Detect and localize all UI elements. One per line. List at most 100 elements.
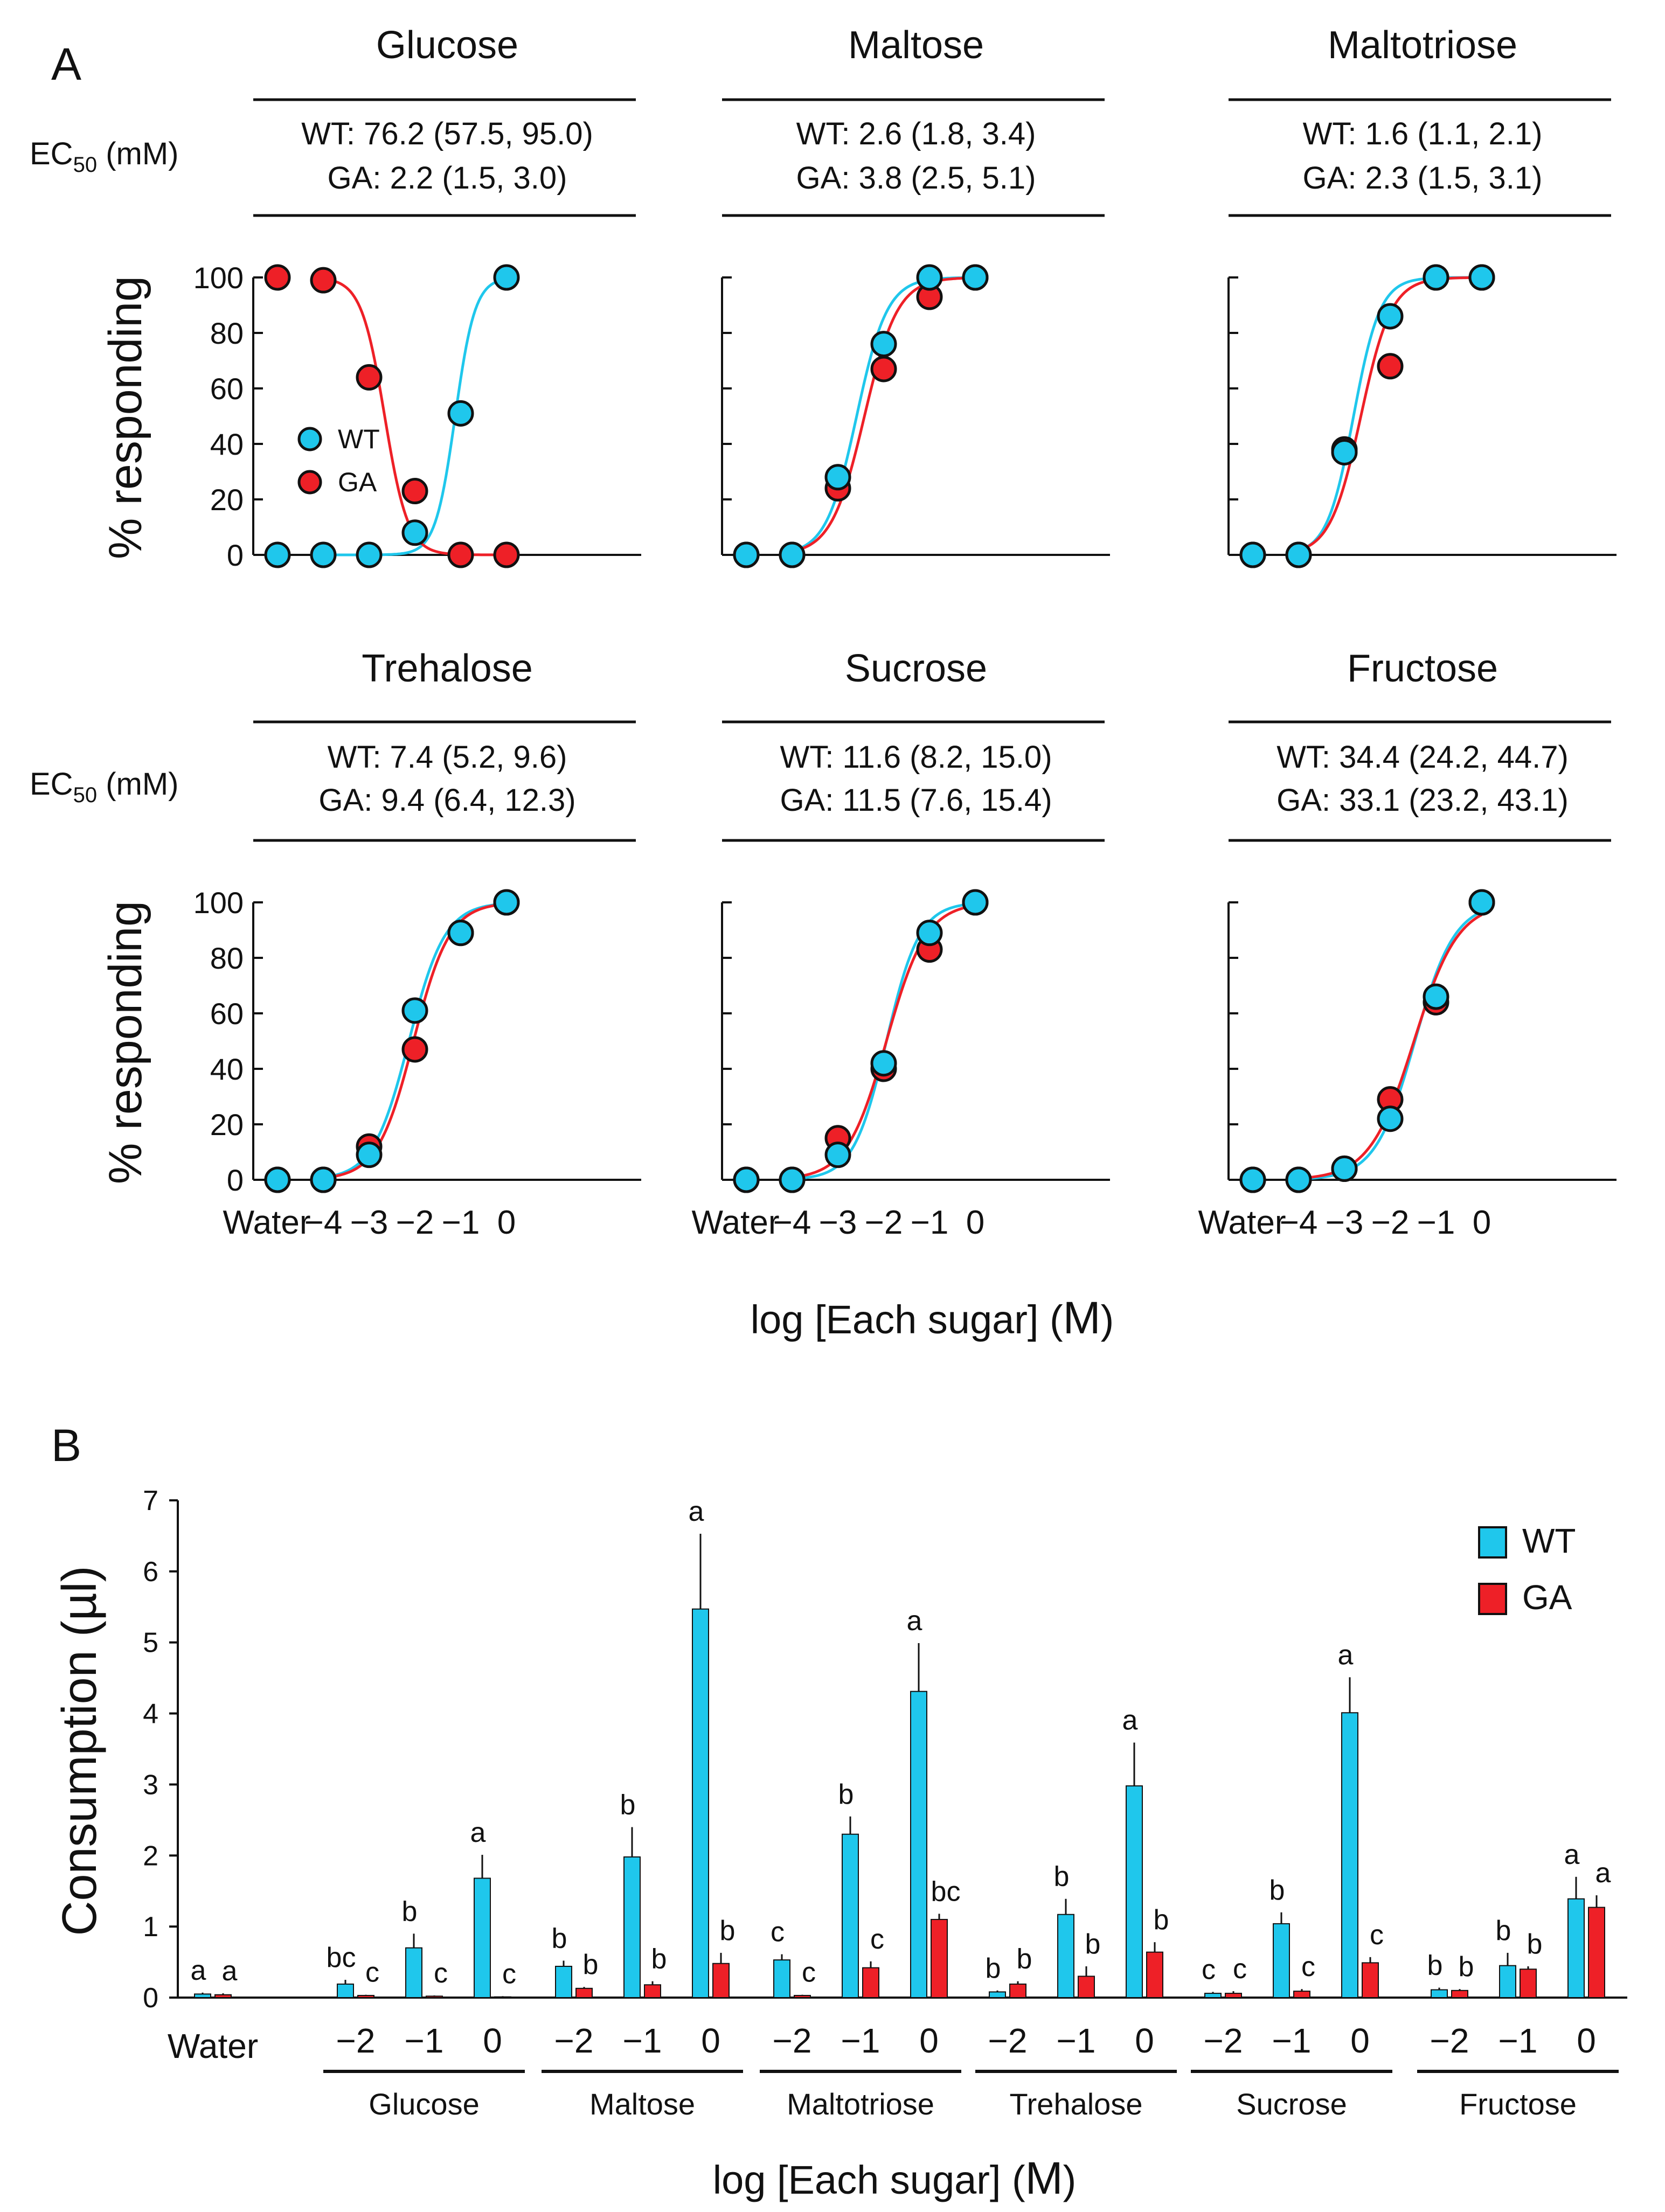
- legend-wt-swatch: [1478, 1526, 1507, 1559]
- y-tick-label: 7: [143, 1485, 158, 1517]
- dose-plot-glucose: Glucose WT: 76.2 (57.5, 95.0) GA: 2.2 (1.5…: [193, 24, 641, 572]
- y-tick-label: 40: [210, 1052, 244, 1086]
- x-label-close: ): [1063, 2158, 1077, 2202]
- x-tick-label: Water: [223, 1204, 310, 1241]
- wt-bar: [910, 1691, 927, 1999]
- wt-bar: [989, 1991, 1006, 1998]
- panel-b-consumption: Consumption (µl) log [Each sugar] (M) 0 1…: [53, 1485, 1627, 2203]
- wt-sig-letter: b: [1269, 1875, 1285, 1906]
- x-tick-label: 0: [966, 1204, 984, 1241]
- wt-point: [264, 541, 291, 568]
- dose-tick-label: 0: [919, 2021, 939, 2060]
- wt-bar: [1273, 1923, 1290, 1999]
- dose-tick-label: −2: [1430, 2021, 1469, 2060]
- plot-title: Trehalose: [362, 647, 533, 690]
- dose-tick-label: 0: [483, 2021, 502, 2060]
- ga-sig-letter: c: [1370, 1919, 1384, 1951]
- ga-bar: [931, 1918, 948, 1998]
- ga-sig-letter: bc: [931, 1876, 961, 1907]
- ga-sig-letter: b: [651, 1944, 667, 1975]
- y-tick-label: 0: [227, 1163, 244, 1197]
- dose-tick-label: −2: [336, 2021, 376, 2060]
- x-tick-label: −1: [1417, 1204, 1455, 1241]
- wt-bar: [1567, 1898, 1585, 1998]
- wt-point: [310, 1166, 337, 1193]
- wt-sig-letter: b: [620, 1790, 636, 1821]
- x-tick-label: Water: [691, 1204, 779, 1241]
- y-tick-label: 6: [143, 1556, 158, 1588]
- wt-point: [1423, 983, 1449, 1010]
- wt-sig-letter: c: [771, 1917, 785, 1948]
- ga-sig-letter: a: [222, 1956, 238, 1987]
- wt-point: [733, 541, 760, 568]
- wt-point: [1239, 541, 1266, 568]
- y-tick-label: 1: [143, 1911, 158, 1943]
- x-tick-label: −4: [304, 1204, 343, 1241]
- wt-sig-letter: bc: [327, 1942, 356, 1973]
- wt-bar: [194, 1993, 211, 1999]
- ec50-ga-value: GA: 11.5 (7.6, 15.4): [780, 783, 1052, 818]
- wt-bar: [623, 1856, 641, 1998]
- wt-sig-letter: a: [1122, 1705, 1138, 1736]
- ga-bar: [494, 1996, 511, 1998]
- wt-point: [824, 1142, 851, 1168]
- wt-bar: [474, 1877, 491, 1998]
- ga-point: [401, 1036, 428, 1063]
- group-label: Maltotriose: [787, 2087, 934, 2121]
- y-tick-label: 100: [193, 886, 244, 920]
- y-tick-label: 20: [210, 483, 244, 517]
- panel-a-x-axis-label: log [Each sugar] (M): [751, 1292, 1114, 1343]
- ga-bar: [357, 1995, 374, 1998]
- dose-tick-label: −1: [405, 2021, 444, 2060]
- x-tick-label: −3: [1326, 1204, 1364, 1241]
- bar-group-water: a a Water: [168, 1955, 258, 2065]
- ga-fit-curve: [323, 277, 507, 557]
- ga-sig-letter: c: [1301, 1951, 1315, 1983]
- legend-ga-swatch: [1478, 1583, 1507, 1615]
- wt-point: [1377, 303, 1404, 330]
- dose-tick-label: −2: [988, 2021, 1028, 2060]
- ga-point: [356, 364, 383, 391]
- ec50-ga-value: GA: 9.4 (6.4, 12.3): [318, 783, 575, 818]
- ec50-sub: 50: [73, 783, 98, 807]
- wt-point: [1468, 264, 1495, 291]
- wt-point: [779, 1166, 806, 1193]
- ec50-sub: 50: [73, 153, 98, 177]
- ga-sig-letter: b: [1459, 1951, 1474, 1983]
- wt-bar: [1204, 1993, 1222, 1999]
- wt-sig-letter: a: [1338, 1639, 1354, 1671]
- plot-title: Fructose: [1347, 647, 1498, 690]
- x-tick-label: −1: [911, 1204, 949, 1241]
- panel-b-label: B: [51, 1420, 81, 1471]
- ga-sig-letter: c: [870, 1924, 884, 1955]
- dose-tick-label: −1: [623, 2021, 662, 2060]
- wt-point: [356, 1142, 383, 1168]
- ga-point: [870, 356, 897, 382]
- legend-wt-marker: [297, 427, 322, 451]
- ec50-ga-value: GA: 3.8 (2.5, 5.1): [796, 161, 1036, 196]
- wt-sig-letter: b: [552, 1923, 567, 1954]
- wt-bar: [1126, 1785, 1143, 1998]
- wt-sig-letter: a: [1564, 1839, 1580, 1870]
- dose-plot-maltose: Maltose WT: 2.6 (1.8, 3.4) GA: 3.8 (2.5, 5…: [721, 24, 1110, 568]
- ga-sig-letter: c: [1233, 1953, 1247, 1985]
- ga-bar: [862, 1967, 879, 1999]
- dose-tick-label: −1: [1272, 2021, 1312, 2060]
- wt-sig-letter: b: [1496, 1915, 1511, 1946]
- x-tick-label: −4: [773, 1204, 811, 1241]
- ga-sig-letter: c: [802, 1957, 816, 1988]
- dose-plot-trehalose: Trehalose WT: 7.4 (5.2, 9.6) GA: 9.4 (6.4,…: [193, 647, 641, 1241]
- ga-bar: [575, 1987, 593, 1999]
- y-tick-label: 0: [227, 538, 244, 572]
- y-tick-label: 40: [210, 427, 244, 461]
- y-tick-label: 80: [210, 316, 244, 350]
- wt-sig-letter: b: [1427, 1950, 1443, 1981]
- ec50-unit: (mM): [97, 136, 178, 171]
- legend-wt-label: WT: [338, 424, 380, 454]
- ec50-wt-value: WT: 34.4 (24.2, 44.7): [1276, 740, 1569, 775]
- wt-point: [779, 541, 806, 568]
- wt-sig-letter: a: [689, 1496, 704, 1527]
